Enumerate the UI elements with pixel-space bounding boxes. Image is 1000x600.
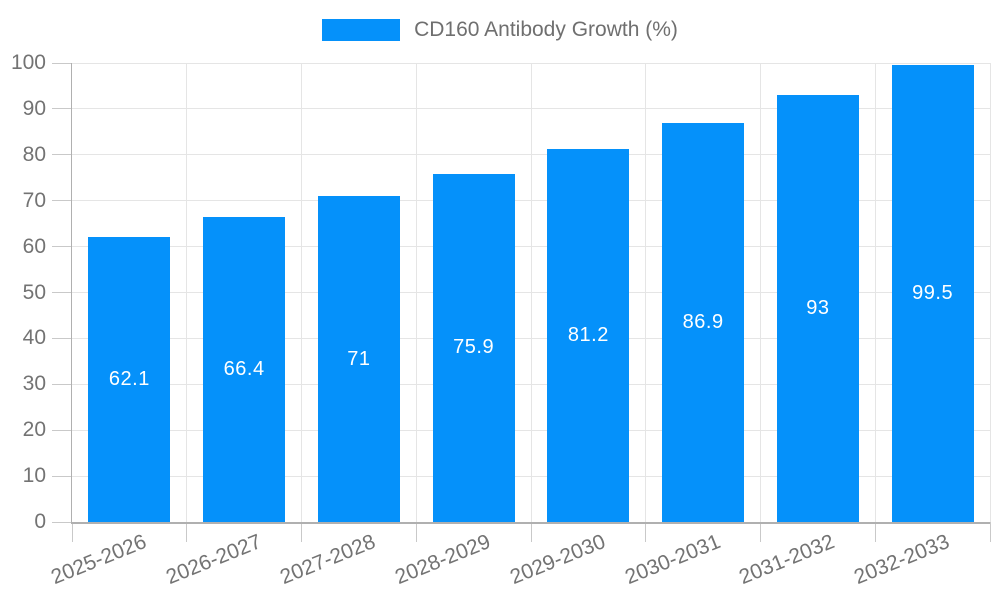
bar[interactable]: 75.9 bbox=[432, 173, 515, 522]
x-gridline bbox=[301, 63, 302, 522]
legend-label: CD160 Antibody Growth (%) bbox=[414, 18, 678, 41]
bar[interactable]: 81.2 bbox=[547, 149, 630, 522]
y-axis-tick bbox=[52, 337, 72, 339]
bar-value-label: 93 bbox=[806, 297, 830, 320]
x-axis-label: 2026-2027 bbox=[162, 530, 265, 590]
bar-value-label: 66.4 bbox=[223, 358, 265, 381]
x-axis-label: 2030-2031 bbox=[621, 530, 724, 590]
x-axis-tick bbox=[989, 522, 991, 542]
legend[interactable]: CD160 Antibody Growth (%) bbox=[0, 18, 1000, 42]
y-axis-tick bbox=[52, 429, 72, 431]
y-axis-tick bbox=[52, 62, 72, 64]
x-axis-label: 2032-2033 bbox=[851, 530, 953, 590]
bar[interactable]: 62.1 bbox=[88, 236, 171, 522]
y-tick-label: 20 bbox=[22, 418, 46, 442]
y-axis-tick bbox=[52, 200, 72, 202]
y-axis-tick bbox=[52, 475, 72, 477]
bar-value-label: 99.5 bbox=[912, 282, 954, 305]
y-tick-label: 50 bbox=[22, 280, 46, 304]
y-axis-tick bbox=[52, 521, 72, 523]
x-axis-tick bbox=[301, 522, 302, 542]
x-axis-tick bbox=[874, 522, 876, 542]
x-axis-label: 2031-2032 bbox=[736, 530, 839, 590]
x-axis-tick bbox=[760, 522, 761, 542]
x-axis-tick bbox=[186, 522, 188, 542]
x-gridline bbox=[530, 63, 532, 522]
x-axis-label: 2029-2030 bbox=[506, 530, 609, 590]
bar[interactable]: 93 bbox=[776, 95, 859, 522]
y-axis-tick bbox=[52, 246, 72, 248]
bar[interactable]: 71 bbox=[317, 196, 400, 522]
y-tick-label: 30 bbox=[22, 372, 46, 396]
x-gridline bbox=[989, 63, 991, 522]
bar[interactable]: 86.9 bbox=[662, 123, 745, 522]
y-axis-tick bbox=[52, 108, 72, 110]
bar-value-label: 75.9 bbox=[453, 336, 495, 359]
x-axis-tick bbox=[415, 522, 417, 542]
x-axis-line bbox=[71, 522, 990, 524]
x-axis-label: 2028-2029 bbox=[392, 530, 494, 590]
x-gridline bbox=[645, 63, 647, 522]
bar-value-label: 86.9 bbox=[682, 311, 724, 334]
x-axis-tick bbox=[645, 522, 647, 542]
bar-value-label: 62.1 bbox=[108, 367, 150, 390]
x-axis-tick bbox=[71, 522, 73, 542]
x-axis-tick bbox=[530, 522, 532, 542]
y-tick-label: 10 bbox=[22, 464, 46, 488]
x-axis-label: 2027-2028 bbox=[277, 530, 380, 590]
bar-value-label: 71 bbox=[347, 347, 371, 370]
y-axis-tick bbox=[52, 154, 72, 156]
y-tick-label: 100 bbox=[10, 51, 46, 74]
y-tick-label: 90 bbox=[22, 96, 46, 120]
x-gridline bbox=[186, 63, 188, 522]
bar-value-label: 81.2 bbox=[567, 324, 609, 347]
y-axis-tick bbox=[52, 292, 72, 293]
bar[interactable]: 66.4 bbox=[203, 217, 286, 522]
x-gridline bbox=[760, 63, 761, 522]
x-gridline bbox=[415, 63, 417, 522]
x-axis-label: 2025-2026 bbox=[47, 530, 150, 590]
y-tick-label: 70 bbox=[22, 188, 46, 212]
y-tick-label: 40 bbox=[22, 326, 46, 350]
bar[interactable]: 99.5 bbox=[891, 65, 974, 522]
y-tick-label: 80 bbox=[22, 142, 46, 166]
legend-swatch bbox=[322, 19, 401, 41]
y-tick-label: 0 bbox=[34, 510, 46, 533]
y-axis-line bbox=[71, 63, 72, 522]
x-gridline bbox=[874, 63, 876, 522]
y-tick-label: 60 bbox=[22, 234, 46, 258]
y-axis-tick bbox=[52, 383, 72, 385]
